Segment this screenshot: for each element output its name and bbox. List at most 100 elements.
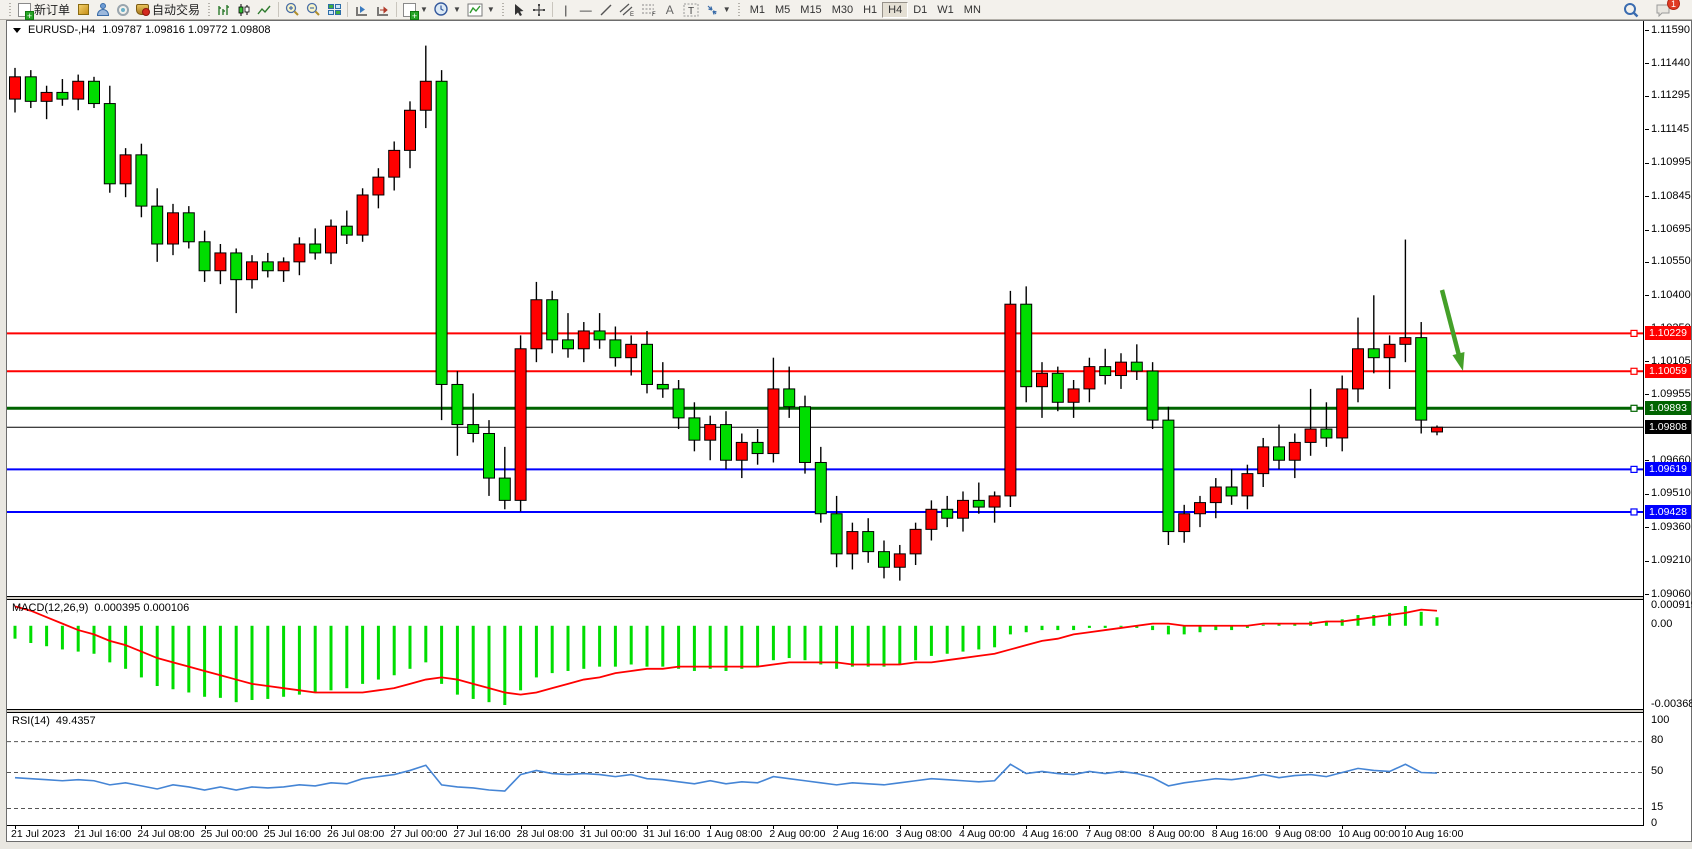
arrows-button[interactable]: ▼ — [702, 1, 734, 19]
new-order-button[interactable]: + 新订单 — [15, 1, 73, 20]
text-button[interactable]: A — [660, 1, 680, 19]
price-tick-label: 1.10105 — [1651, 354, 1691, 367]
auto-scroll-icon — [356, 5, 368, 15]
price-tick-label: 1.10400 — [1651, 288, 1691, 301]
time-tick-label: 8 Aug 16:00 — [1211, 828, 1268, 840]
crosshair-button[interactable] — [529, 1, 549, 19]
chart-ohlc-values: 1.09787 1.09816 1.09772 1.09808 — [102, 24, 271, 36]
time-tick — [78, 826, 80, 829]
panel-divider[interactable] — [7, 597, 1691, 599]
new-chart-button[interactable]: + ▼ — [400, 1, 431, 20]
timeframe-h1-button[interactable]: H1 — [863, 3, 878, 16]
cursor-button[interactable] — [509, 1, 529, 19]
zoom-in-button[interactable] — [282, 1, 303, 19]
price-tick-label: 1.10845 — [1651, 189, 1691, 202]
price-tick — [1645, 229, 1649, 231]
text-label-button[interactable]: T — [680, 1, 702, 19]
time-tick — [647, 826, 648, 829]
fibonacci-icon: F — [641, 4, 656, 17]
bar-chart-icon — [218, 4, 230, 15]
price-tick — [1645, 261, 1649, 263]
toolbar-drag-handle[interactable] — [7, 2, 12, 17]
auto-scroll-button[interactable] — [351, 1, 372, 19]
macd-plot[interactable] — [7, 600, 1643, 710]
down-arrow-annotation — [1452, 352, 1465, 371]
tile-windows-button[interactable] — [324, 1, 344, 19]
price-chart-panel[interactable]: EURUSD-,H4 1.09787 1.09816 1.09772 1.098… — [7, 21, 1643, 597]
rsi-panel[interactable]: RSI(14) 49.4357 — [7, 712, 1643, 826]
main-toolbar: + 新订单 自动交易 + ▼ ▼ ▼ — [0, 0, 1692, 20]
time-tick — [394, 826, 396, 829]
time-tick — [963, 826, 964, 829]
time-tick — [204, 826, 206, 829]
chart-shift-button[interactable] — [372, 1, 393, 19]
timeframe-m1-button[interactable]: M1 — [749, 3, 765, 16]
time-tick-label: 28 Jul 08:00 — [516, 828, 574, 840]
toolbar-drag-handle[interactable] — [206, 2, 212, 17]
timeframe-m30-button[interactable]: M30 — [831, 3, 854, 16]
new-order-label: 新订单 — [34, 3, 71, 17]
new-chart-icon: + — [403, 2, 420, 20]
trendline-button[interactable] — [596, 1, 616, 19]
profile-button[interactable] — [93, 1, 113, 19]
time-tick-label: 3 Aug 08:00 — [895, 828, 952, 840]
time-tick — [1342, 826, 1344, 829]
periods-button[interactable]: ▼ — [431, 1, 464, 19]
timeframe-d1-button[interactable]: D1 — [913, 3, 928, 16]
toolbar-drag-handle[interactable] — [500, 2, 506, 17]
bar-chart-button[interactable] — [214, 1, 234, 19]
time-tick-label: 2 Aug 16:00 — [832, 828, 889, 840]
line-chart-icon — [257, 5, 271, 14]
time-tick-label: 21 Jul 2023 — [11, 828, 66, 840]
notifications-button[interactable]: 1 — [1652, 0, 1680, 19]
price-tick — [1645, 129, 1649, 131]
line-chart-button[interactable] — [254, 1, 275, 19]
svg-text:T: T — [688, 6, 694, 17]
rsi-axis-label: 100 — [1651, 713, 1670, 726]
auto-trading-button[interactable]: 自动交易 — [133, 1, 203, 19]
price-tick — [1645, 95, 1649, 97]
candlestick-chart-button[interactable] — [234, 1, 254, 19]
equidistant-channel-button[interactable]: E — [616, 1, 638, 19]
fibonacci-button[interactable]: F — [638, 1, 660, 19]
price-axis[interactable]: 1.11590 1.11440 1.11295 1.11145 1.10995 1.108… — [1643, 21, 1692, 829]
zoom-out-button[interactable] — [303, 1, 324, 19]
rsi-axis-label: 15 — [1651, 801, 1664, 814]
price-tick-label: 1.10550 — [1651, 255, 1691, 268]
toolbar-drag-handle[interactable] — [736, 2, 742, 17]
price-tick-label: 1.09210 — [1651, 554, 1691, 567]
price-tick — [1645, 460, 1649, 462]
macd-panel[interactable]: MACD(12,26,9) 0.000395 0.000106 — [7, 599, 1643, 710]
time-tick-label: 21 Jul 16:00 — [74, 828, 132, 840]
rsi-label: RSI(14) 49.4357 — [12, 715, 96, 727]
chart-dropdown-icon[interactable] — [13, 27, 21, 33]
indicators-button[interactable]: ▼ — [464, 1, 498, 19]
macd-label: MACD(12,26,9) 0.000395 0.000106 — [12, 602, 189, 614]
price-tick — [1645, 527, 1649, 529]
market-watch-button[interactable] — [73, 1, 93, 19]
time-tick-label: 7 Aug 08:00 — [1085, 828, 1142, 840]
time-axis[interactable]: 21 Jul 2023 21 Jul 16:00 24 Jul 08:00 25 Ju… — [7, 826, 1691, 841]
zoom-in-icon — [285, 2, 299, 16]
rsi-plot[interactable] — [7, 713, 1643, 826]
time-tick — [1026, 826, 1028, 829]
timeframe-w1-button[interactable]: W1 — [937, 3, 954, 16]
search-button[interactable] — [1620, 1, 1642, 19]
arrows-icon — [707, 5, 717, 15]
signals-button[interactable] — [113, 1, 133, 19]
price-tag: 1.09893 — [1645, 401, 1691, 416]
tile-windows-icon — [327, 4, 341, 15]
time-tick-label: 31 Jul 00:00 — [579, 828, 638, 840]
horizontal-line-button[interactable]: — — [576, 1, 596, 19]
timeframe-m15-button[interactable]: M15 — [800, 3, 822, 16]
panel-divider[interactable] — [7, 710, 1691, 712]
timeframe-h4-button[interactable]: H4 — [882, 1, 909, 18]
time-tick — [457, 826, 459, 829]
price-tag: 1.09808 — [1645, 420, 1691, 435]
zoom-out-icon — [306, 2, 320, 16]
chart-symbol-timeframe: EURUSD-,H4 — [28, 24, 96, 36]
timeframe-m5-button[interactable]: M5 — [775, 3, 791, 16]
candlestick-chart[interactable] — [7, 21, 1643, 596]
timeframe-mn-button[interactable]: MN — [963, 3, 981, 16]
vertical-line-button[interactable]: | — [556, 1, 576, 19]
